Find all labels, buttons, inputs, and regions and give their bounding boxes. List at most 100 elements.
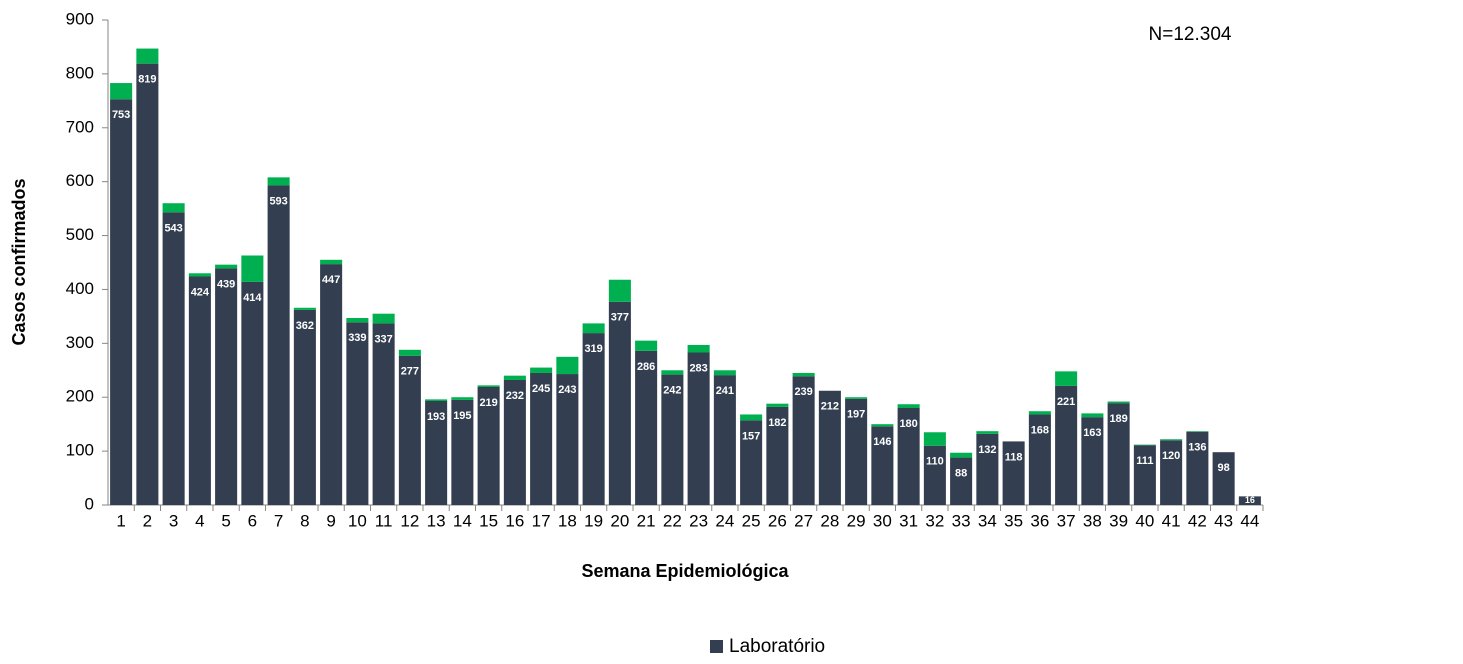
- x-tick-label: 3: [169, 511, 178, 530]
- y-tick-label: 400: [66, 279, 94, 298]
- data-label: 283: [689, 362, 707, 374]
- bar-segment: [661, 374, 684, 505]
- bar-segment: [950, 457, 973, 505]
- data-label: 424: [191, 286, 210, 298]
- bar-segment: [845, 397, 868, 399]
- data-label: 16: [1245, 495, 1255, 505]
- bar-segment: [293, 309, 316, 505]
- x-tick-label: 42: [1188, 511, 1207, 530]
- y-tick-label: 800: [66, 63, 94, 82]
- x-tick-label: 16: [505, 511, 524, 530]
- x-tick-label: 5: [221, 511, 230, 530]
- bar-segment: [503, 379, 526, 505]
- legend-label: Laboratório: [729, 636, 825, 657]
- x-tick-label: 40: [1135, 511, 1154, 530]
- data-label: 163: [1083, 427, 1101, 439]
- bar-segment: [530, 372, 553, 505]
- bar-segment: [713, 375, 736, 505]
- bar-segment: [320, 264, 343, 505]
- data-label: 197: [847, 409, 865, 421]
- data-label: 168: [1031, 424, 1049, 436]
- data-label: 219: [479, 397, 497, 409]
- data-label: 319: [584, 343, 602, 355]
- x-tick-label: 15: [479, 511, 498, 530]
- data-label: 136: [1188, 442, 1206, 454]
- x-tick-label: 1: [116, 511, 125, 530]
- data-label: 277: [401, 366, 419, 378]
- bar-segment: [923, 432, 946, 446]
- data-label: 132: [978, 444, 996, 456]
- bar-segment: [1028, 414, 1051, 505]
- bar-segment: [713, 370, 736, 376]
- bar-segment: [1160, 440, 1183, 505]
- bar-segment: [635, 350, 658, 505]
- bar-segment: [1028, 411, 1051, 415]
- data-label: 189: [1109, 413, 1127, 425]
- x-tick-label: 24: [715, 511, 734, 530]
- data-label: 819: [138, 74, 156, 86]
- bar-segment: [845, 398, 868, 505]
- x-tick-label: 29: [847, 511, 866, 530]
- x-tick-label: 12: [400, 511, 419, 530]
- bar-segment: [976, 431, 999, 434]
- bar-segment: [792, 372, 815, 377]
- x-tick-label: 34: [978, 511, 997, 530]
- legend-swatch: [710, 640, 723, 653]
- bar-segment: [477, 386, 500, 505]
- bar-segment: [215, 268, 238, 505]
- bar-segment: [241, 281, 264, 505]
- data-label: 98: [1218, 462, 1230, 474]
- bar-segment: [923, 445, 946, 505]
- bar-segment: [267, 185, 290, 505]
- bar-segment: [215, 264, 238, 269]
- y-tick-label: 300: [66, 333, 94, 352]
- bar-segment: [1238, 496, 1261, 505]
- bar-segment: [267, 177, 290, 186]
- bar-segment: [818, 390, 841, 505]
- bar-segment: [1002, 441, 1025, 505]
- bar-segment: [293, 307, 316, 310]
- data-label: 242: [663, 384, 681, 396]
- bar-segment: [372, 323, 395, 505]
- x-tick-label: 38: [1083, 511, 1102, 530]
- x-tick-label: 39: [1109, 511, 1128, 530]
- data-label: 221: [1057, 396, 1075, 408]
- x-tick-label: 14: [453, 511, 472, 530]
- bar-segment: [398, 349, 421, 356]
- bar-segment: [451, 399, 474, 505]
- bar-segment: [897, 408, 920, 505]
- bar-segment: [1133, 444, 1156, 446]
- data-label: 593: [269, 195, 287, 207]
- bar-segment: [503, 375, 526, 380]
- x-tick-label: 31: [899, 511, 918, 530]
- bar-segment: [1055, 371, 1078, 386]
- bar-segment: [950, 452, 973, 458]
- y-tick-label: 600: [66, 171, 94, 190]
- x-tick-label: 35: [1004, 511, 1023, 530]
- bar-segment: [608, 301, 631, 505]
- y-axis-title: Casos confirmados: [9, 178, 29, 345]
- bar-segment: [897, 404, 920, 408]
- y-tick-label: 0: [85, 494, 94, 513]
- bar-segment: [451, 397, 474, 400]
- data-label: 439: [217, 278, 235, 290]
- bar-segment: [608, 279, 631, 302]
- bar-segment: [425, 399, 448, 401]
- bar-segment: [766, 406, 789, 505]
- bar-segment: [136, 63, 159, 506]
- data-label: 241: [716, 385, 734, 397]
- bar-segment: [346, 318, 369, 323]
- bar-segment: [320, 259, 343, 265]
- x-tick-label: 28: [820, 511, 839, 530]
- data-label: 111: [1136, 455, 1153, 467]
- x-tick-label: 22: [663, 511, 682, 530]
- data-label: 286: [637, 361, 655, 373]
- data-label: 182: [768, 417, 786, 429]
- bar-segment: [1081, 413, 1104, 418]
- data-label: 337: [374, 333, 392, 345]
- data-label: 245: [532, 383, 550, 395]
- x-tick-label: 20: [610, 511, 629, 530]
- bar-segment: [110, 99, 133, 505]
- data-label: 146: [873, 436, 891, 448]
- y-tick-label: 100: [66, 441, 94, 460]
